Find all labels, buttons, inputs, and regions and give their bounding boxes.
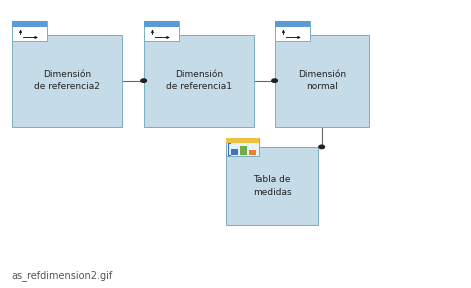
FancyBboxPatch shape	[144, 21, 179, 41]
Text: Dimensión
de referencia2: Dimensión de referencia2	[34, 70, 100, 91]
Circle shape	[141, 79, 146, 82]
FancyBboxPatch shape	[12, 21, 47, 41]
FancyBboxPatch shape	[275, 35, 369, 127]
FancyBboxPatch shape	[226, 138, 259, 143]
Text: Dimensión
de referencia1: Dimensión de referencia1	[166, 70, 232, 91]
FancyBboxPatch shape	[240, 146, 247, 154]
FancyBboxPatch shape	[249, 150, 256, 154]
Text: Tabla de
medidas: Tabla de medidas	[252, 175, 292, 196]
FancyBboxPatch shape	[144, 21, 179, 27]
FancyBboxPatch shape	[12, 35, 122, 127]
FancyBboxPatch shape	[231, 149, 237, 154]
FancyBboxPatch shape	[226, 147, 318, 225]
Circle shape	[319, 145, 325, 149]
FancyBboxPatch shape	[275, 21, 310, 27]
Text: Dimensión
normal: Dimensión normal	[298, 70, 346, 91]
Circle shape	[272, 79, 277, 82]
FancyBboxPatch shape	[226, 138, 259, 156]
FancyBboxPatch shape	[144, 35, 254, 127]
FancyBboxPatch shape	[12, 21, 47, 27]
Text: as_refdimension2.gif: as_refdimension2.gif	[12, 270, 113, 281]
FancyBboxPatch shape	[275, 21, 310, 41]
